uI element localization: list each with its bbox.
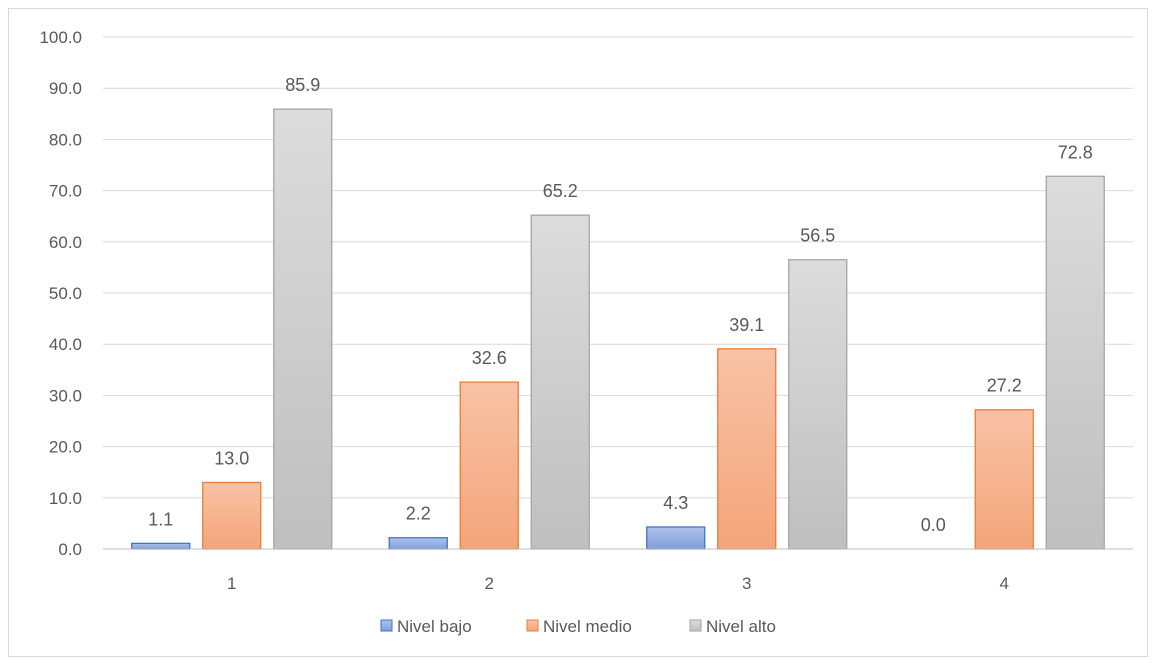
y-tick-label: 80.0 xyxy=(49,130,82,149)
data-label: 0.0 xyxy=(921,515,946,535)
data-labels: 1.1 13.0 85.9 2.2 32.6 65.2 4.3 39.1 56.5 0.0 27.2… xyxy=(148,75,1093,535)
legend-swatch xyxy=(380,619,393,632)
bar-nivel-bajo-3 xyxy=(646,526,706,550)
bar-nivel-alto-3 xyxy=(788,259,848,550)
y-tick-label: 60.0 xyxy=(49,233,82,252)
legend-item-nivel-medio: Nivel medio xyxy=(526,617,632,636)
data-label: 13.0 xyxy=(214,448,249,468)
bar-nivel-medio-4 xyxy=(974,409,1034,550)
bar-nivel-bajo-2 xyxy=(388,537,448,550)
data-label: 85.9 xyxy=(285,75,320,95)
data-label: 2.2 xyxy=(406,504,431,524)
y-tick-label: 30.0 xyxy=(49,386,82,405)
y-tick-label: 10.0 xyxy=(49,489,82,508)
bar-nivel-alto-2 xyxy=(530,214,590,550)
x-tick-label: 1 xyxy=(227,574,236,593)
legend: Nivel bajo Nivel medio Nivel alto xyxy=(380,617,776,636)
y-tick-label: 90.0 xyxy=(49,79,82,98)
y-tick-label: 20.0 xyxy=(49,438,82,457)
x-tick-label: 3 xyxy=(742,574,751,593)
y-tick-label: 100.0 xyxy=(39,28,82,47)
data-label: 32.6 xyxy=(472,348,507,368)
bar-nivel-medio-3 xyxy=(717,348,777,550)
data-label: 65.2 xyxy=(543,181,578,201)
legend-swatch xyxy=(526,619,539,632)
bar-nivel-medio-1 xyxy=(202,481,262,550)
bar-nivel-alto-4 xyxy=(1045,175,1105,550)
y-tick-label: 70.0 xyxy=(49,182,82,201)
legend-item-nivel-bajo: Nivel bajo xyxy=(380,617,472,636)
legend-label: Nivel alto xyxy=(706,617,776,636)
bars xyxy=(131,108,1105,550)
y-axis-tick-labels: 0.0 10.0 20.0 30.0 40.0 50.0 60.0 70.0 80.0 90.0 1… xyxy=(39,28,82,559)
data-label: 56.5 xyxy=(800,226,835,246)
x-tick-label: 4 xyxy=(1000,574,1009,593)
legend-item-nivel-alto: Nivel alto xyxy=(689,617,776,636)
bar-nivel-bajo-1 xyxy=(131,542,191,550)
legend-label: Nivel bajo xyxy=(397,617,472,636)
data-label: 4.3 xyxy=(663,493,688,513)
y-tick-label: 0.0 xyxy=(58,540,82,559)
bar-nivel-alto-1 xyxy=(273,108,333,550)
x-tick-label: 2 xyxy=(485,574,494,593)
data-label: 39.1 xyxy=(729,315,764,335)
data-label: 1.1 xyxy=(148,509,173,529)
legend-label: Nivel medio xyxy=(543,617,632,636)
y-tick-label: 50.0 xyxy=(49,284,82,303)
data-label: 27.2 xyxy=(987,376,1022,396)
y-tick-label: 40.0 xyxy=(49,335,82,354)
legend-swatch xyxy=(689,619,702,632)
data-label: 72.8 xyxy=(1058,142,1093,162)
bar-nivel-medio-2 xyxy=(459,381,519,550)
x-axis-tick-labels: 1 2 3 4 xyxy=(227,574,1009,593)
